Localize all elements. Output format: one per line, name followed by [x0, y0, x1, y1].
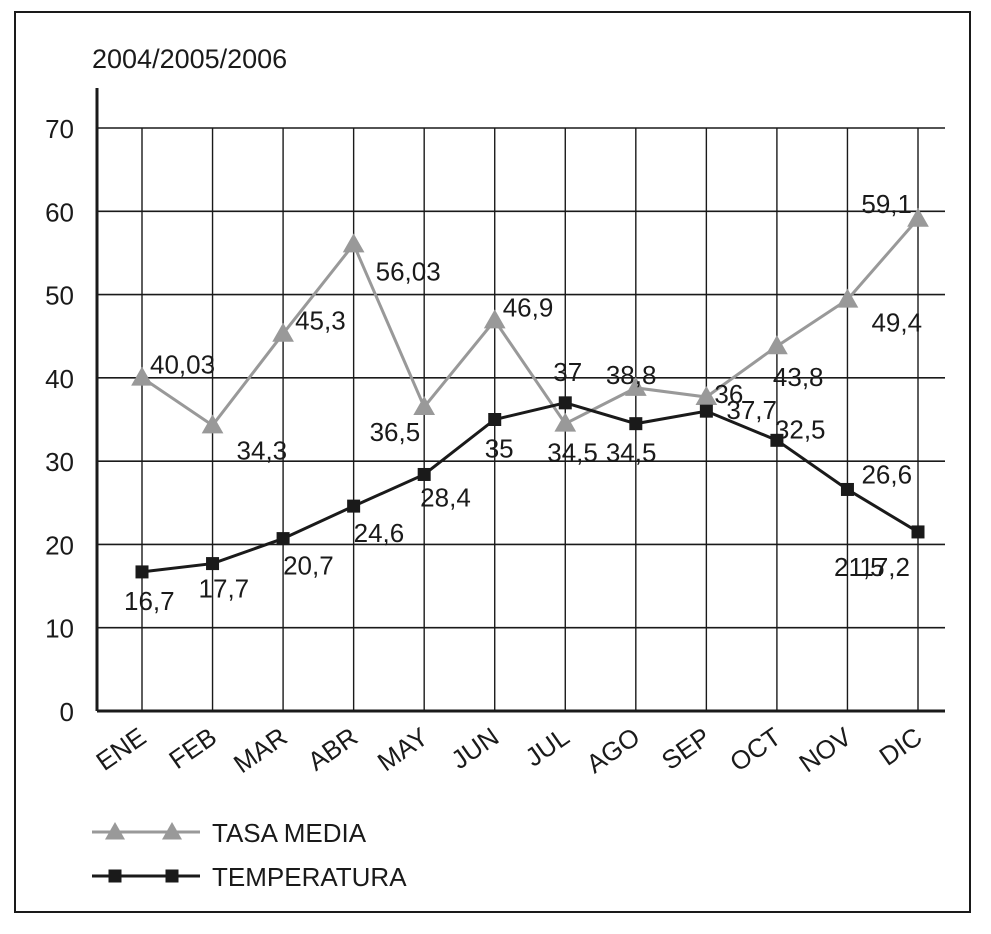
data-point-triangle — [624, 376, 647, 396]
data-label: 38,8 — [606, 360, 657, 390]
data-label: 37,7 — [726, 395, 777, 425]
data-point-triangle — [272, 322, 294, 342]
data-label: 45,3 — [295, 306, 346, 336]
data-point-square — [417, 467, 431, 481]
data-label: 24,6 — [354, 518, 405, 548]
data-point-square — [629, 417, 643, 431]
y-tick-label: 30 — [45, 447, 74, 477]
data-point-triangle — [695, 386, 718, 406]
legend-marker-triangle — [162, 822, 182, 840]
data-labels-layer: 40,03 34,3 45,3 56,03 36,5 46,9 34,5 38,8 37,743… — [124, 189, 922, 616]
data-point-square — [135, 565, 149, 579]
data-label: 16,7 — [124, 586, 175, 616]
legend-label: TASA MEDIA — [212, 818, 367, 848]
legend: TASA MEDIA TEMPERATURA — [92, 818, 407, 892]
data-point-square — [770, 433, 784, 447]
data-point-triangle — [554, 412, 577, 432]
data-label: 21,5 — [834, 552, 885, 582]
data-point-triangle — [131, 366, 153, 386]
y-tick-label: 40 — [45, 364, 74, 394]
data-label: 37 — [553, 357, 582, 387]
data-label: 43,8 — [773, 362, 824, 392]
legend-marker-square — [165, 869, 179, 883]
data-point-triangle — [483, 309, 506, 329]
data-point-triangle — [836, 288, 859, 308]
outer-frame — [14, 11, 971, 913]
data-point-square — [840, 482, 854, 496]
series-layer — [131, 207, 929, 579]
grid-layer — [97, 127, 945, 711]
data-label: 26,6 — [861, 459, 912, 489]
legend-label: TEMPERATURA — [212, 862, 407, 892]
annotation-label: 17,2 — [859, 552, 910, 582]
data-label: 20,7 — [283, 551, 334, 581]
data-point-square — [488, 413, 502, 426]
data-label: 56,03 — [376, 256, 441, 286]
data-label: 34,5 — [547, 438, 598, 468]
data-label: 35 — [485, 434, 514, 464]
series-line-tasa-media — [141, 217, 920, 428]
y-tick-label: 50 — [45, 281, 74, 311]
data-label: 28,4 — [420, 482, 471, 512]
data-point-square — [276, 532, 290, 546]
data-point-triangle — [342, 233, 365, 253]
data-point-square — [911, 525, 925, 539]
data-point-square — [347, 499, 361, 513]
legend-marker-triangle — [105, 822, 125, 840]
data-label: 34,5 — [606, 438, 657, 468]
legend-marker-square — [108, 869, 122, 883]
data-point-square — [206, 557, 220, 571]
data-label: 36 — [714, 379, 743, 409]
data-label: 36,5 — [370, 417, 421, 447]
series-line-temperatura — [141, 401, 919, 574]
data-label: 32,5 — [775, 414, 826, 444]
data-point-triangle — [766, 335, 788, 355]
data-label: 34,3 — [237, 435, 288, 465]
data-label: 49,4 — [871, 308, 922, 338]
chart-subtitle: 2004/2005/2006 — [92, 44, 287, 74]
y-tick-label: 20 — [45, 530, 74, 560]
data-point-triangle — [413, 395, 436, 416]
data-label: 17,7 — [199, 574, 250, 604]
data-point-triangle — [907, 207, 929, 227]
data-label: 59,1 — [861, 189, 912, 219]
y-tick-label: 10 — [45, 614, 74, 644]
data-label: 40,03 — [150, 350, 215, 380]
y-tick-label: 70 — [45, 114, 74, 144]
data-point-square — [699, 404, 713, 418]
data-label: 46,9 — [503, 292, 554, 322]
y-tick-label: 0 — [60, 697, 74, 727]
data-point-triangle — [201, 414, 224, 434]
data-point-square — [558, 396, 572, 410]
y-tick-label: 60 — [45, 197, 74, 227]
